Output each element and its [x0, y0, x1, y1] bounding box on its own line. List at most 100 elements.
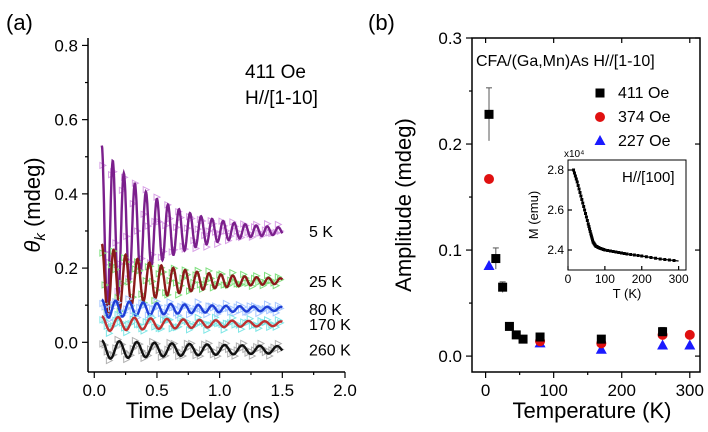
inset-data-point: [608, 249, 612, 253]
panel-b: (b) 0 100 200 300 0.0 0.1 0.2 0.3 Temperature …: [368, 10, 704, 423]
inset-x-tick-label: 300: [669, 272, 689, 286]
panel-a-data-point: [125, 295, 133, 303]
inset-data-point: [625, 252, 629, 256]
panel-b-legend-label: 227 Oe: [618, 133, 671, 150]
inset-data-point: [658, 257, 662, 261]
inset-y-tick-label: 2.8: [547, 163, 564, 177]
inset-data-point: [577, 187, 581, 191]
inset-data-point: [644, 255, 648, 259]
panel-b-frame: [471, 37, 701, 373]
inset-data-point: [654, 256, 658, 260]
panel-b-data-point: [595, 343, 607, 354]
panel-b-series: [484, 87, 668, 344]
panel-a-y-tick-label: 0.2: [54, 259, 78, 278]
panel-b-data-point: [484, 109, 494, 119]
panel-a-y-ticks: 0.0 0.2 0.4 0.6 0.8: [54, 36, 88, 352]
panel-a-x-tick-label: 2.0: [333, 381, 357, 400]
panel-a-label: (a): [6, 10, 33, 35]
panel-a-y-tick-label: 0.4: [54, 185, 78, 204]
panel-b-legend-marker: [595, 112, 605, 122]
inset-scale-note: x10⁴: [564, 149, 584, 160]
inset-data-point: [629, 253, 633, 256]
panel-a-fit-line: [101, 339, 284, 360]
inset-x-tick-label: 100: [595, 272, 615, 286]
panel-a-data-point: [212, 313, 220, 322]
panel-a-series: [99, 145, 285, 314]
inset-data-point: [583, 208, 587, 212]
inset-data-point: [663, 258, 667, 261]
inset-data-point: [581, 201, 585, 205]
panel-b-y-ticks: 0.0 0.1 0.2 0.3: [438, 29, 700, 366]
inset-data-point: [603, 248, 607, 252]
panel-b-x-tick-label: 200: [608, 381, 636, 400]
inset-y-tick-label: 2.6: [547, 203, 564, 217]
panel-a-series-label: 260 K: [309, 343, 351, 360]
panel-a-x-tick-label: 0.5: [145, 381, 169, 400]
panel-a-x-axis-title: Time Delay (ns): [126, 398, 280, 423]
panel-a-series: [99, 310, 285, 338]
panel-b-label: (b): [368, 10, 395, 35]
panel-a-data-point: [194, 313, 203, 322]
panel-b-data-point: [498, 282, 508, 292]
inset-data-point: [617, 251, 621, 254]
panel-b-legend-label: 374 Oe: [618, 109, 671, 126]
inset-data-point: [584, 215, 588, 219]
inset-data-point: [636, 254, 640, 257]
panel-a-series-label: 5 K: [309, 224, 333, 241]
inset-data-point: [589, 232, 593, 236]
panel-a-series: [99, 335, 285, 365]
panel-a-direction-label: H//[1-10]: [245, 88, 318, 109]
panel-a-y-axis-title: θk (mdeg): [20, 157, 49, 252]
panel-b-data-point: [535, 332, 545, 342]
inset-data-point: [587, 225, 591, 228]
inset-data-point: [572, 171, 576, 175]
panel-b-x-axis-title: Temperature (K): [513, 398, 672, 423]
inset-data-point: [590, 236, 594, 240]
panel-a-fit-line: [100, 145, 284, 314]
panel-b-legend: 411 Oe 374 Oe 227 Oe: [594, 85, 671, 150]
panel-a-series: [99, 295, 285, 324]
panel-b-y-tick-label: 0.3: [438, 29, 462, 48]
panel-a-fit-line: [101, 298, 283, 319]
inset-data-point: [584, 212, 588, 215]
panel-b-plot-area: [471, 37, 701, 373]
panel-b-legend-marker: [594, 135, 606, 145]
panel-a-x-ticks: 0.0 0.5 1.0 1.5 2.0: [82, 372, 357, 400]
panel-b-y-tick-label: 0.1: [438, 241, 462, 260]
inset-y-tick-label: 2.4: [547, 243, 564, 257]
panel-a-field-label: 411 Oe: [245, 62, 306, 83]
panel-b-legend-marker: [595, 88, 605, 98]
inset-data-point: [575, 180, 579, 184]
panel-a-y-axis-symbol: θ: [20, 241, 45, 253]
panel-b-data-point: [491, 254, 501, 264]
panel-b-x-tick-label: 100: [539, 381, 567, 400]
inset-data-point: [576, 184, 580, 187]
panel-a-x-tick-label: 0.0: [82, 381, 106, 400]
panel-b-y-tick-label: 0.0: [438, 347, 462, 366]
inset-background: [522, 146, 694, 306]
inset-data-point: [573, 174, 577, 178]
inset-data-point: [672, 259, 676, 262]
panel-b-data-point: [483, 259, 495, 270]
panel-b-x-ticks: 0 100 200 300: [481, 38, 704, 400]
inset-data-point: [614, 250, 618, 254]
inset-data-point: [591, 238, 595, 242]
panel-a-fit-line: [101, 315, 283, 332]
panel-b-inset: 0 100 200 300 2.4 2.6 2.8 T (K) M (emu) x10⁴ H//[1…: [522, 146, 694, 306]
panel-b-sample-label: CFA/(Ga,Mn)As H//[1-10]: [476, 53, 655, 70]
inset-data-point: [579, 194, 583, 198]
panel-a-y-axis-subscript: k: [32, 232, 49, 241]
panel-a-x-tick-label: 1.0: [208, 381, 232, 400]
panel-b-data-point: [484, 174, 495, 185]
panel-b-data-point: [511, 330, 521, 340]
inset-data-point: [611, 250, 615, 253]
inset-data-point: [582, 205, 586, 208]
panel-b-y-tick-label: 0.2: [438, 135, 462, 154]
panel-a-data-point: [229, 314, 237, 322]
inset-frame: [567, 159, 687, 271]
panel-a-data-point: [194, 298, 203, 306]
panel-a-series-label: 170 K: [309, 317, 351, 334]
inset-data-point: [580, 198, 584, 201]
